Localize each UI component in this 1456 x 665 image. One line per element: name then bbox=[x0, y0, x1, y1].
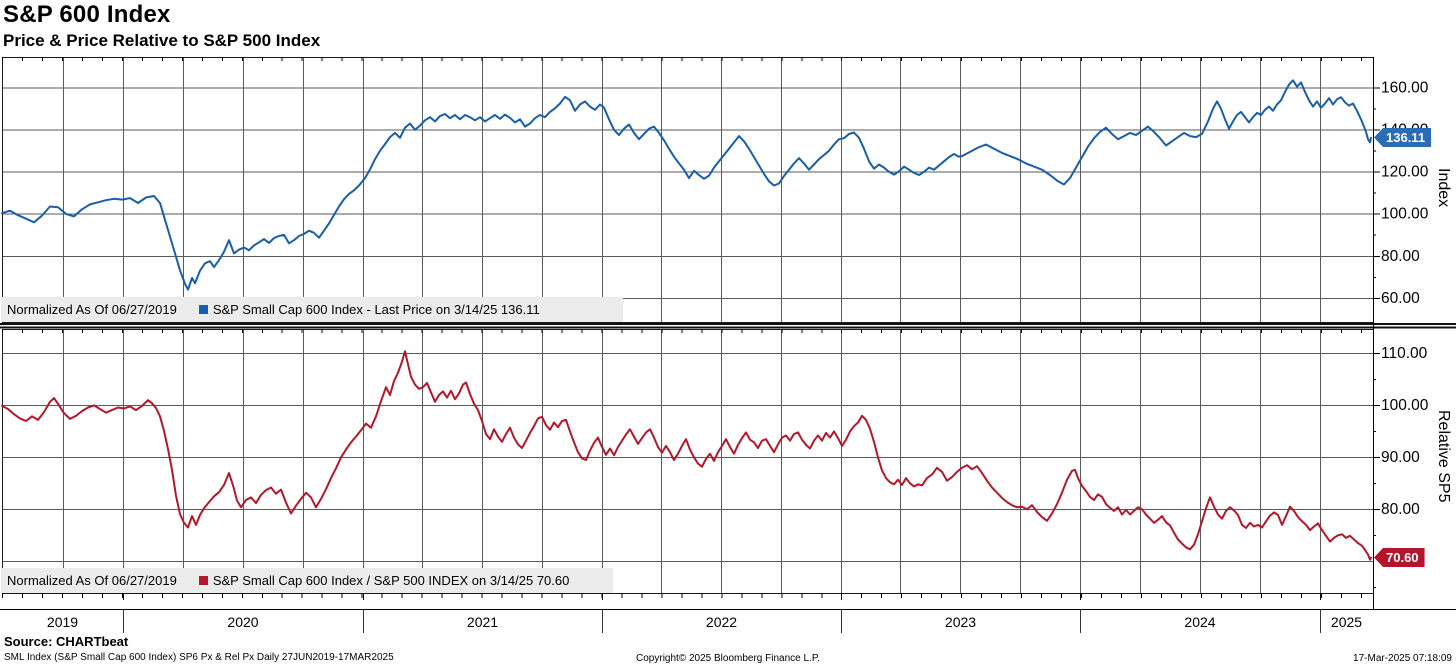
series-line-relative bbox=[1, 350, 1372, 561]
blue-series-swatch-icon bbox=[198, 305, 208, 314]
page-title: S&P 600 Index bbox=[3, 1, 171, 28]
y-tick-label: 90.00 bbox=[1381, 449, 1420, 466]
year-label: 2022 bbox=[706, 614, 737, 630]
bottom-axis-title: Relative SP5 bbox=[1435, 410, 1452, 503]
bottom-panel-legend: Normalized As Of 06/27/2019 S&P Small Ca… bbox=[1, 568, 613, 593]
y-tick-label: 100.00 bbox=[1381, 397, 1429, 414]
y-tick-label: 120.00 bbox=[1381, 164, 1429, 181]
panel-border bbox=[2, 329, 1374, 594]
page-subtitle: Price & Price Relative to S&P 500 Index bbox=[3, 31, 321, 50]
series-line-price bbox=[1, 79, 1372, 291]
panel-border bbox=[2, 57, 1374, 323]
red-series-swatch-icon bbox=[198, 576, 208, 585]
footer-source: Source: CHARTbeat bbox=[4, 634, 129, 649]
top-axis-title: Index bbox=[1435, 168, 1452, 208]
y-tick-label: 160.00 bbox=[1381, 79, 1429, 96]
last-price-badge-bottom: 70.60 bbox=[1374, 548, 1425, 567]
year-label: 2021 bbox=[467, 614, 498, 630]
bottom-series-legend-item: S&P Small Cap 600 Index / S&P 500 INDEX … bbox=[198, 573, 570, 588]
y-tick-label: 110.00 bbox=[1381, 345, 1428, 362]
bottom-series-label: S&P Small Cap 600 Index / S&P 500 INDEX … bbox=[212, 573, 570, 588]
y-tick-label: 100.00 bbox=[1381, 206, 1429, 223]
footer-description: SML Index (S&P Small Cap 600 Index) SP6 … bbox=[4, 652, 394, 663]
bottom-normalized-label: Normalized As Of 06/27/2019 bbox=[7, 573, 177, 588]
y-tick-label: 80.00 bbox=[1381, 501, 1420, 518]
y-tick-label: 80.00 bbox=[1381, 248, 1420, 265]
footer-datetime: 17-Mar-2025 07:18:09 bbox=[1353, 653, 1452, 664]
year-label: 2025 bbox=[1331, 614, 1362, 630]
footer-copyright: Copyright© 2025 Bloomberg Finance L.P. bbox=[636, 653, 820, 664]
y-tick-label: 60.00 bbox=[1381, 290, 1420, 307]
year-label: 2019 bbox=[47, 614, 78, 630]
year-label: 2024 bbox=[1184, 614, 1215, 630]
year-label: 2023 bbox=[945, 614, 976, 630]
top-normalized-label: Normalized As Of 06/27/2019 bbox=[7, 302, 177, 317]
year-label: 2020 bbox=[227, 614, 258, 630]
top-panel-legend: Normalized As Of 06/27/2019 S&P Small Ca… bbox=[1, 297, 623, 322]
top-series-legend-item: S&P Small Cap 600 Index - Last Price on … bbox=[198, 302, 540, 317]
last-price-badge-top: 136.11 bbox=[1374, 128, 1432, 147]
top-series-label: S&P Small Cap 600 Index - Last Price on … bbox=[212, 302, 540, 317]
